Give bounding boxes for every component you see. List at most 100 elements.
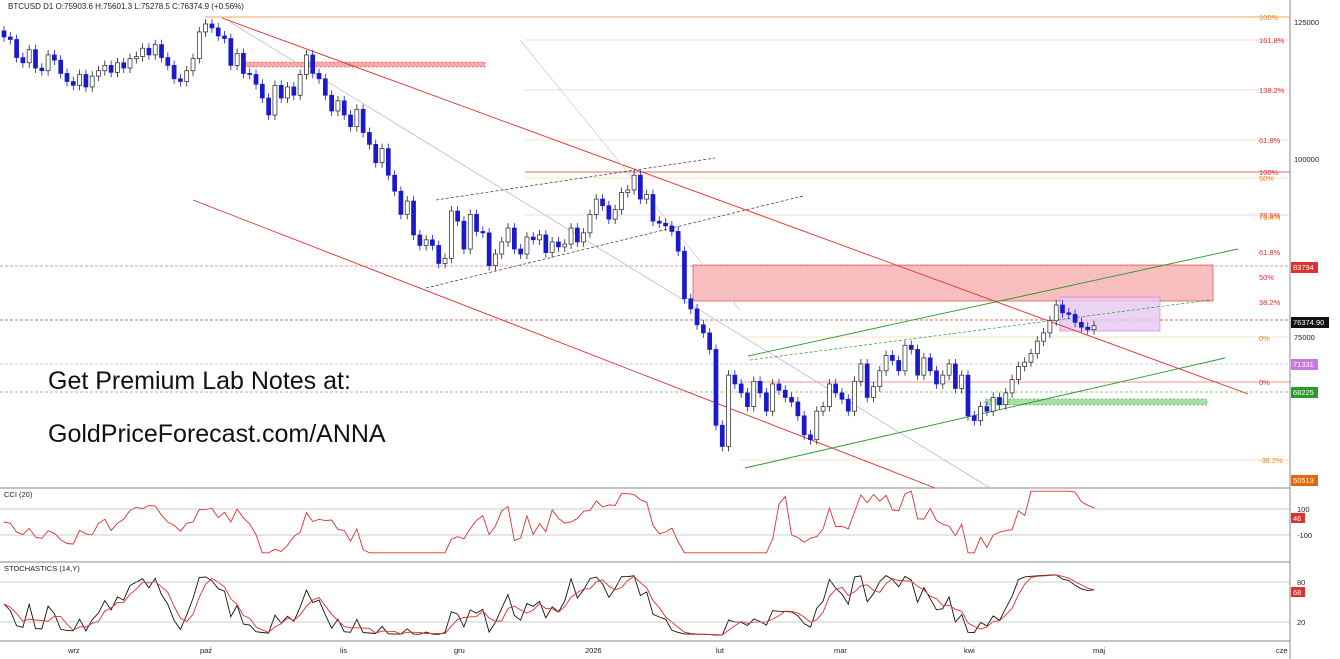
fib-label: 38.2% — [1259, 298, 1281, 307]
candle-body — [1016, 366, 1021, 380]
stoch-d-line — [3, 574, 1095, 636]
candle-body — [14, 39, 19, 58]
candle-body — [656, 220, 662, 224]
cci-title: CCI (20) — [4, 490, 33, 499]
candle-body — [833, 383, 839, 394]
candle-body — [940, 374, 946, 385]
time-tick: cze — [1276, 646, 1288, 655]
cci-value-text: 46 — [1293, 514, 1301, 523]
candle-body — [852, 380, 857, 412]
time-tick: lis — [340, 646, 347, 655]
candle-body — [304, 54, 309, 75]
candle-body — [379, 148, 385, 164]
candle-body — [682, 250, 687, 300]
candle-body — [612, 209, 618, 220]
candle-body — [1091, 325, 1097, 330]
candle-body — [385, 148, 391, 176]
candle-body — [499, 241, 505, 255]
stoch-k-line — [3, 574, 1095, 636]
candle-body — [26, 49, 32, 64]
candle-body — [581, 232, 587, 243]
candle-body — [921, 357, 927, 376]
fib-label: 100% — [1259, 168, 1279, 177]
candle-body — [619, 192, 624, 211]
candle-body — [801, 415, 807, 436]
candle-body — [354, 108, 360, 127]
cci-value-badge — [1291, 513, 1305, 523]
candle-body — [52, 54, 57, 61]
candle-body — [486, 232, 492, 266]
candle-body — [971, 415, 977, 421]
candle-body — [915, 349, 920, 376]
candle-body — [1066, 312, 1072, 315]
price-badge — [1291, 262, 1318, 273]
candle-body — [423, 239, 429, 246]
candle-body — [1028, 353, 1034, 363]
candle-body — [934, 370, 939, 385]
fib-label: 100% — [1259, 13, 1279, 22]
trend-lines — [192, 17, 1249, 489]
candle-body — [896, 360, 902, 372]
stoch-level-label: 20 — [1297, 618, 1305, 627]
stoch-title: STOCHASTICS (14,Y) — [4, 564, 80, 573]
cci-line — [3, 490, 1095, 554]
candle-body — [64, 73, 70, 82]
price-badge-text: 71331 — [1293, 360, 1314, 369]
candle-body — [562, 243, 568, 248]
candle-body — [96, 70, 101, 77]
candle-body — [694, 308, 700, 326]
candle-body — [209, 23, 215, 29]
candle-body — [959, 374, 965, 389]
candle-body — [190, 58, 196, 72]
ticker-info: BTCUSD D1 O:75903.6 H:75601.3 L:75278.5 … — [8, 2, 244, 11]
fib-label: -38.2% — [1259, 456, 1283, 465]
candle-body — [751, 380, 757, 407]
candle-body — [108, 65, 114, 73]
candle-body — [102, 65, 108, 72]
candle-body — [115, 62, 120, 73]
price-badges: 83794 76374.90 71331 68225 50513 — [1291, 262, 1329, 486]
candle-body — [404, 200, 410, 215]
time-tick: wrz — [67, 646, 80, 655]
stochastics-series — [3, 574, 1095, 636]
candle-body — [845, 398, 851, 412]
candle-body — [1034, 340, 1040, 355]
candle-body — [152, 44, 158, 56]
candle-body — [1079, 322, 1084, 328]
candle-body — [480, 231, 486, 234]
candle-body — [908, 344, 914, 350]
candle-body — [70, 81, 76, 86]
candle-body — [738, 383, 744, 394]
candle-body — [631, 174, 637, 191]
candle-body — [543, 234, 549, 253]
candle-body — [782, 389, 788, 398]
fib-label: 50% — [1259, 174, 1274, 183]
candle-body — [1003, 392, 1009, 406]
resistance-zone — [692, 264, 1214, 302]
candle-body — [839, 392, 845, 400]
candle-body — [442, 258, 448, 264]
cci-series — [3, 490, 1095, 554]
time-tick: paź — [200, 646, 212, 655]
fib-label: 0% — [1259, 334, 1270, 343]
candle-body — [1009, 379, 1015, 394]
candle-body — [247, 73, 253, 75]
candle-body — [808, 434, 813, 440]
candle-body — [322, 78, 328, 96]
candle-body — [701, 324, 706, 334]
candle-body — [638, 174, 643, 200]
candle-body — [625, 189, 631, 193]
fib-label: 61.8% — [1259, 248, 1281, 257]
candle-body — [1047, 320, 1053, 334]
candle-body — [549, 241, 555, 253]
candle-body — [978, 406, 983, 421]
promo-line-1: Get Premium Lab Notes at: — [48, 367, 351, 395]
candle-body — [568, 227, 574, 245]
fib-label: 61.8% — [1259, 136, 1281, 145]
candle-body — [1, 30, 7, 38]
upper-resistance-zone — [244, 61, 486, 68]
candle-body — [1022, 361, 1028, 367]
candle-body — [58, 59, 64, 74]
candle-body — [140, 47, 145, 57]
price-tick: 75000 — [1294, 333, 1315, 342]
